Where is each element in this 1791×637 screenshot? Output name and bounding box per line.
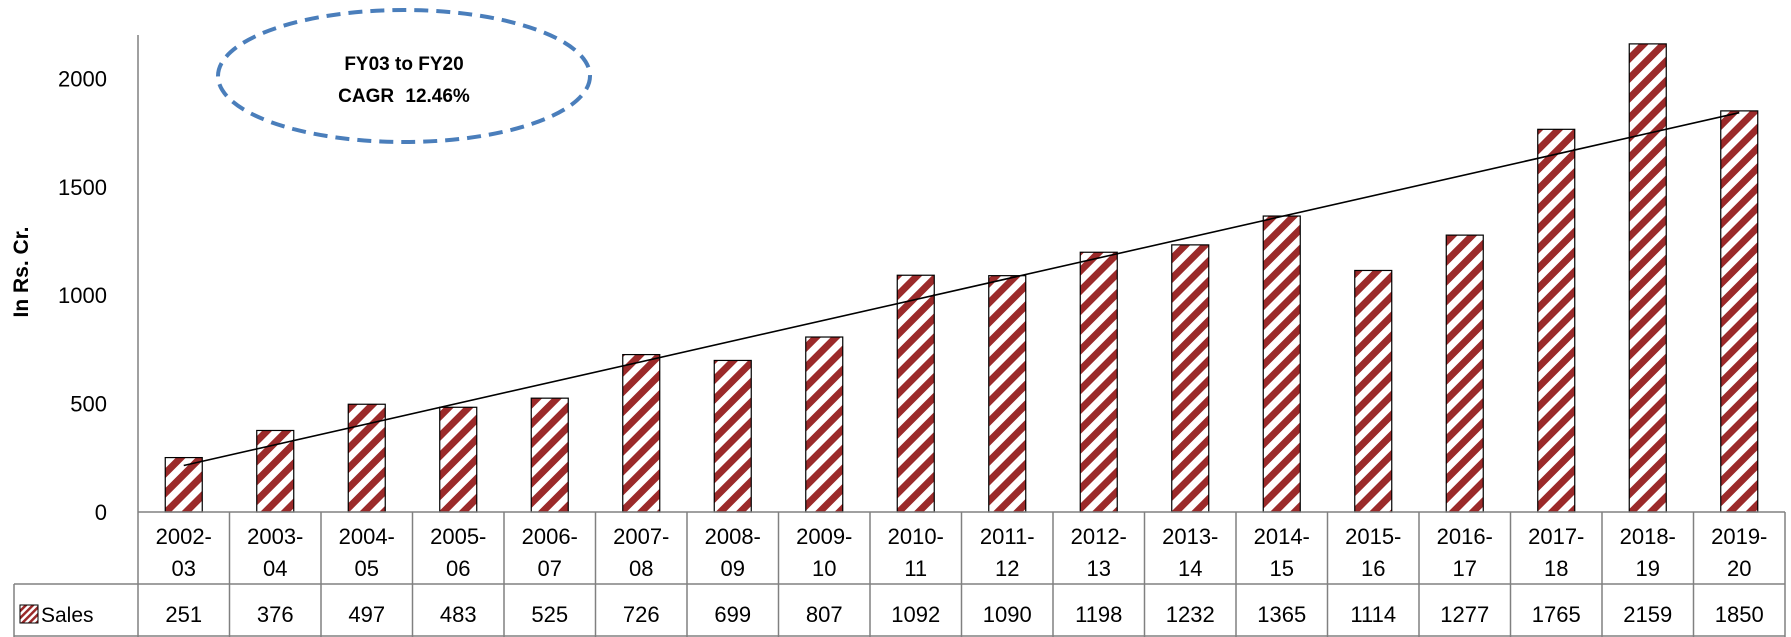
value-label: 2159 [1623, 602, 1672, 627]
annotation-cagr-value: 12.46% [405, 86, 470, 107]
value-label: 525 [531, 602, 568, 627]
trendline [183, 111, 1740, 467]
category-label: 2005-06 [430, 524, 486, 581]
category-label: 2012-13 [1071, 524, 1127, 581]
y-tick-label: 1500 [58, 175, 107, 200]
trendline-path [183, 111, 1740, 467]
annotation-line1: FY03 to FY20 [344, 54, 463, 75]
value-label: 1277 [1440, 602, 1489, 627]
y-axis: 0 500 1000 1500 2000 In Rs. Cr. [10, 35, 139, 525]
category-label: 2006-07 [522, 524, 578, 581]
annotation-cagr-label: CAGR [338, 86, 394, 107]
bar [805, 336, 844, 513]
value-label: 726 [623, 602, 660, 627]
data-table: 2002-03 2003-04 2004-05 2005-06 2006-07 2007-… [13, 511, 1786, 637]
category-label: 2017-18 [1528, 524, 1584, 581]
category-labels: 2002-03 2003-04 2004-05 2005-06 2006-07 2007-… [156, 524, 1768, 581]
value-label: 1232 [1166, 602, 1215, 627]
bar [1537, 128, 1576, 513]
category-label: 2015-16 [1345, 524, 1401, 581]
bar [530, 397, 569, 513]
category-label: 2003-04 [247, 524, 303, 581]
y-tick-labels: 0 500 1000 1500 2000 [58, 66, 107, 525]
y-tick-label: 500 [70, 392, 107, 417]
bar [164, 456, 203, 513]
bar [1445, 234, 1484, 513]
bar [1354, 269, 1393, 513]
bar [1262, 215, 1301, 513]
category-label: 2004-05 [339, 524, 395, 581]
y-axis-label: In Rs. Cr. [10, 226, 33, 317]
category-label: 2014-15 [1254, 524, 1310, 581]
value-label: 483 [440, 602, 477, 627]
bar [1628, 43, 1667, 513]
category-label: 2002-03 [156, 524, 212, 581]
value-label: 1114 [1350, 602, 1396, 627]
value-label: 1092 [891, 602, 940, 627]
bar [1079, 251, 1118, 513]
annotation-ellipse [216, 8, 592, 144]
cagr-annotation: FY03 to FY20 CAGR 12.46% [216, 8, 592, 144]
value-label: 251 [165, 602, 202, 627]
value-label: 699 [714, 602, 751, 627]
category-label: 2008-09 [705, 524, 761, 581]
y-tick-label: 0 [95, 500, 107, 525]
value-label: 1090 [983, 602, 1032, 627]
annotation-line2: CAGR 12.46% [338, 86, 470, 107]
value-label: 497 [348, 602, 385, 627]
legend-swatch [19, 604, 39, 624]
category-label: 2013-14 [1162, 524, 1218, 581]
bar [896, 274, 935, 513]
legend-key: Sales [19, 604, 94, 627]
value-label: 376 [257, 602, 294, 627]
category-label: 2018-19 [1620, 524, 1676, 581]
y-tick-label: 2000 [58, 66, 107, 91]
category-label: 2007-08 [613, 524, 669, 581]
category-label: 2019-20 [1711, 524, 1767, 581]
table-grid [13, 511, 1786, 637]
value-label: 1850 [1715, 602, 1764, 627]
category-label: 2010-11 [888, 524, 944, 581]
bar [1720, 110, 1759, 513]
category-label: 2009-10 [796, 524, 852, 581]
value-labels: 251 376 497 483 525 726 699 807 1092 1090 1198 1232… [165, 602, 1763, 627]
bar [988, 275, 1027, 513]
bars [164, 43, 1759, 513]
bar [622, 353, 661, 513]
bar [439, 406, 478, 513]
y-tick-label: 1000 [58, 283, 107, 308]
category-label: 2016-17 [1437, 524, 1493, 581]
value-label: 1198 [1075, 602, 1122, 627]
value-label: 807 [806, 602, 843, 627]
bar [256, 429, 295, 513]
value-label: 1765 [1532, 602, 1581, 627]
value-label: 1365 [1257, 602, 1306, 627]
bar [1171, 244, 1210, 513]
category-label: 2011-12 [980, 524, 1035, 581]
bar [713, 359, 752, 513]
series-name: Sales [41, 604, 94, 627]
